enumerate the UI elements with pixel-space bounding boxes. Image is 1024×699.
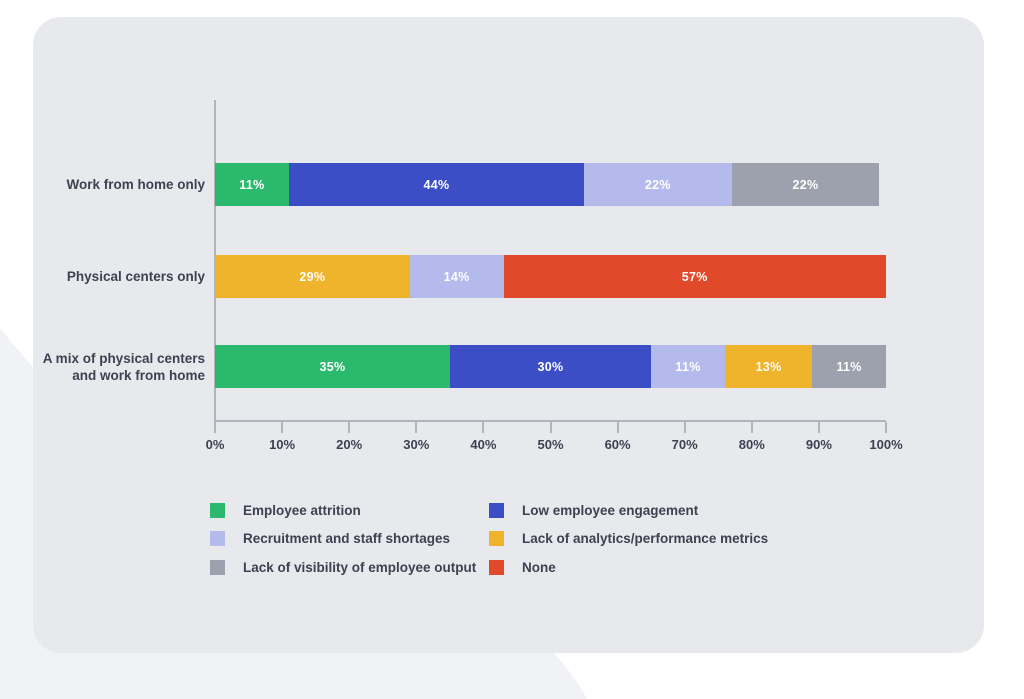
legend-swatch [489, 531, 504, 547]
segment-value-label: 35% [319, 359, 346, 374]
segment-value-label: 30% [537, 359, 564, 374]
legend-swatch [210, 502, 225, 518]
legend-label: Low employee engagement [522, 502, 699, 518]
legend-swatch [489, 502, 504, 518]
chart-card: 0% 10% 20% 30% 40% 50% 60% 70% 80% 90% 100% Work f… [33, 17, 984, 653]
x-axis-tick-label: 50% [537, 437, 564, 452]
bar-segment: 13% [724, 345, 813, 388]
segment-value-label: 14% [443, 269, 470, 284]
x-axis-tick [549, 422, 552, 433]
x-axis-tick-label: 40% [470, 437, 497, 452]
legend-label: None [522, 559, 556, 575]
x-axis-tick [750, 422, 753, 433]
legend-item: None [489, 559, 556, 575]
segment-value-label: 11% [675, 359, 701, 374]
x-axis-tick-label: 90% [805, 437, 832, 452]
legend-swatch [210, 531, 225, 547]
x-axis-tick [885, 422, 887, 433]
legend-label: Recruitment and staff shortages [243, 531, 451, 547]
bar-segment: 11% [812, 345, 886, 388]
segment-value-label: 57% [681, 269, 708, 284]
x-axis-tick-label: 60% [604, 437, 631, 452]
segment-value-label: 29% [299, 269, 326, 284]
x-axis-tick-label: 70% [671, 437, 698, 452]
legend: Employee attrition Low employee engagemen… [210, 496, 768, 582]
legend-label: Lack of visibility of employee output [243, 559, 477, 575]
x-axis-line [214, 420, 886, 422]
x-axis-tick-label: 80% [738, 437, 765, 452]
legend-label: Lack of analytics/performance metrics [522, 531, 769, 547]
bar-row: 35% 30% 11% 13% 11% [215, 345, 886, 388]
segment-value-label: 22% [644, 177, 671, 192]
legend-item: Employee attrition [210, 502, 489, 518]
legend-label: Employee attrition [243, 502, 361, 518]
category-label: Physical centers only [66, 269, 205, 284]
legend-row: Lack of visibility of employee output Non… [210, 553, 768, 582]
bar-row: 11% 44% 22% 22% [215, 163, 880, 206]
bar-segment: 57% [503, 255, 886, 298]
x-axis-tick [683, 422, 686, 433]
x-axis-tick-label: 30% [403, 437, 430, 452]
bar-segment: 30% [449, 345, 652, 388]
legend-item: Lack of analytics/performance metrics [489, 531, 769, 547]
bar-segment: 29% [215, 255, 410, 298]
category-label: Work from home only [66, 177, 205, 192]
x-axis-tick [616, 422, 619, 433]
legend-row: Recruitment and staff shortages Lack of a… [210, 525, 768, 554]
segment-value-label: 13% [755, 359, 782, 374]
legend-swatch [210, 559, 225, 575]
category-label: A mix of physical centers and work from … [42, 350, 205, 383]
segment-value-label: 22% [792, 177, 819, 192]
bar-segment: 44% [288, 163, 585, 206]
segment-value-label: 11% [836, 359, 862, 374]
legend-swatch [489, 559, 504, 575]
x-axis-tick-label: 10% [269, 437, 296, 452]
bar-row: 29% 14% 57% [215, 255, 886, 298]
x-axis-tick [214, 422, 216, 433]
legend-item: Low employee engagement [489, 502, 699, 518]
segment-value-label: 44% [423, 177, 450, 192]
segment-value-label: 11% [239, 177, 265, 192]
bar-segment: 22% [584, 163, 732, 206]
x-axis-tick [817, 422, 820, 433]
x-axis-tick-label: 0% [205, 437, 225, 452]
x-axis-tick [482, 422, 485, 433]
x-axis-tick-label: 100% [869, 437, 903, 452]
bar-segment: 22% [731, 163, 880, 206]
x-axis-tick-label: 20% [336, 437, 363, 452]
bar-segment: 35% [215, 345, 450, 388]
bar-segment: 11% [215, 163, 289, 206]
bar-segment: 11% [651, 345, 725, 388]
x-axis-tick [281, 422, 284, 433]
x-axis-tick [348, 422, 351, 433]
legend-item: Lack of visibility of employee output [210, 559, 489, 575]
bar-segment: 14% [409, 255, 504, 298]
legend-item: Recruitment and staff shortages [210, 531, 489, 547]
legend-row: Employee attrition Low employee engagemen… [210, 496, 768, 525]
x-axis-tick [415, 422, 418, 433]
